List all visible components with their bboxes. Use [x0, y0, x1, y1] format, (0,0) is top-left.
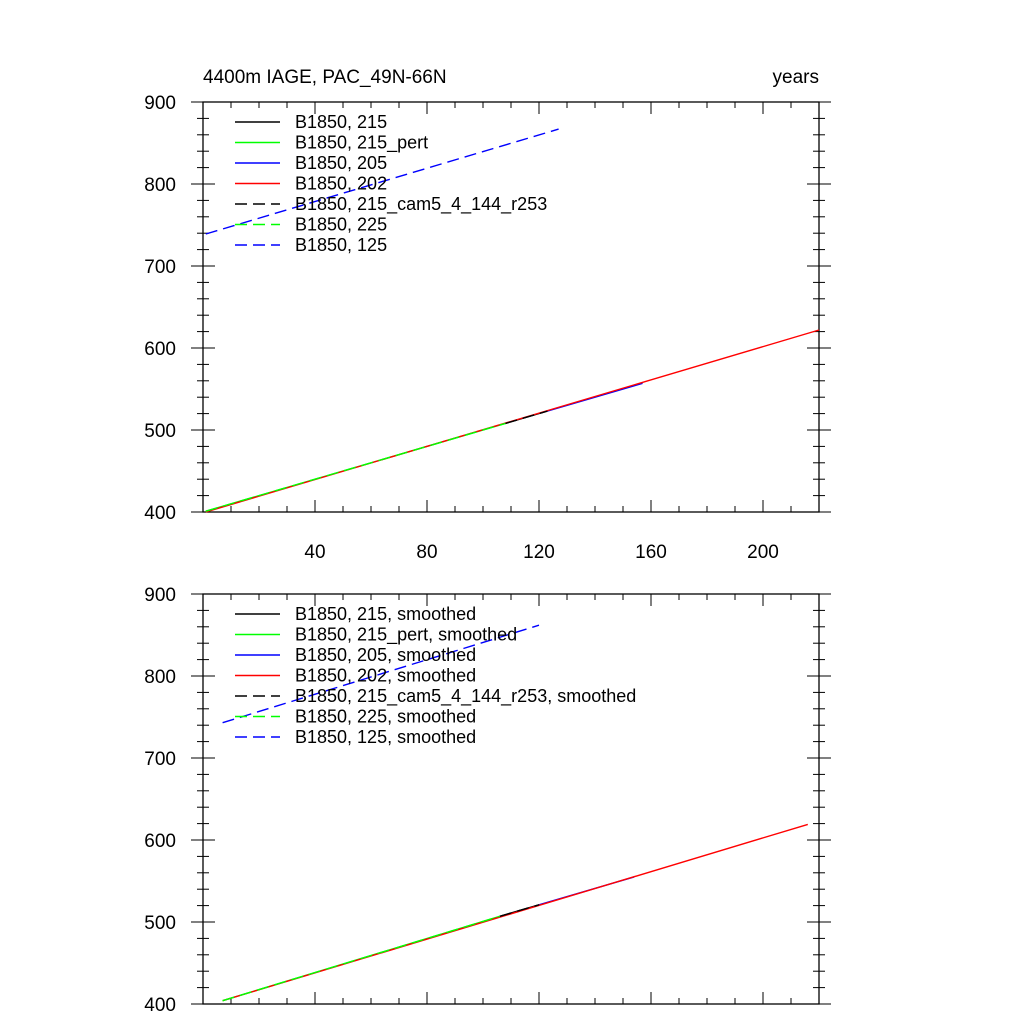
- legend-label: B1850, 215_cam5_4_144_r253: [295, 194, 547, 215]
- legend-label: B1850, 205, smoothed: [295, 645, 476, 665]
- legend-label: B1850, 215, smoothed: [295, 604, 476, 624]
- y-tick-label: 900: [144, 93, 176, 114]
- y-tick-label: 800: [144, 175, 176, 196]
- legend-label: B1850, 202, smoothed: [295, 666, 476, 686]
- y-tick-label: 900: [144, 585, 176, 606]
- series-line-5: [499, 904, 540, 917]
- series-line-7: [205, 128, 559, 235]
- chart-title: 4400m IAGE, PAC_49N-66N: [203, 67, 447, 88]
- y-tick-label: 500: [144, 913, 176, 934]
- x-tick-label: 40: [304, 542, 325, 563]
- y-tick-label: 600: [144, 339, 176, 360]
- series-line-6: [205, 422, 506, 512]
- x-tick-label: 200: [747, 542, 779, 563]
- legend-label: B1850, 215_pert: [295, 133, 428, 154]
- legend-label: B1850, 125, smoothed: [295, 727, 476, 747]
- series-line-5: [505, 410, 548, 425]
- legend-label: B1850, 202: [295, 174, 387, 194]
- x-tick-label: 160: [635, 542, 667, 563]
- x-tick-label: 120: [523, 542, 555, 563]
- legend-label: B1850, 125: [295, 235, 387, 255]
- chart-right-title: years: [773, 67, 819, 88]
- legend-label: B1850, 215_pert, smoothed: [295, 625, 517, 646]
- chart-panel-1: 40 80 120 160 200 400 500 600 700 800 900 4400m IAG…: [144, 67, 831, 563]
- legend-label: B1850, 225, smoothed: [295, 707, 476, 727]
- y-tick-label: 400: [144, 995, 176, 1016]
- legend-label: B1850, 225: [295, 215, 387, 235]
- x-tick-label: 80: [416, 542, 437, 563]
- legend-label: B1850, 205: [295, 153, 387, 173]
- y-tick-label: 700: [144, 257, 176, 278]
- legend-label: B1850, 215_cam5_4_144_r253, smoothed: [295, 686, 636, 707]
- y-tick-label: 700: [144, 749, 176, 770]
- series-line-7: [222, 624, 540, 724]
- y-tick-label: 600: [144, 831, 176, 852]
- legend-label: B1850, 215: [295, 112, 387, 132]
- y-tick-label: 500: [144, 421, 176, 442]
- y-tick-label: 400: [144, 503, 176, 524]
- y-tick-label: 800: [144, 667, 176, 688]
- series-line-6: [222, 915, 501, 1002]
